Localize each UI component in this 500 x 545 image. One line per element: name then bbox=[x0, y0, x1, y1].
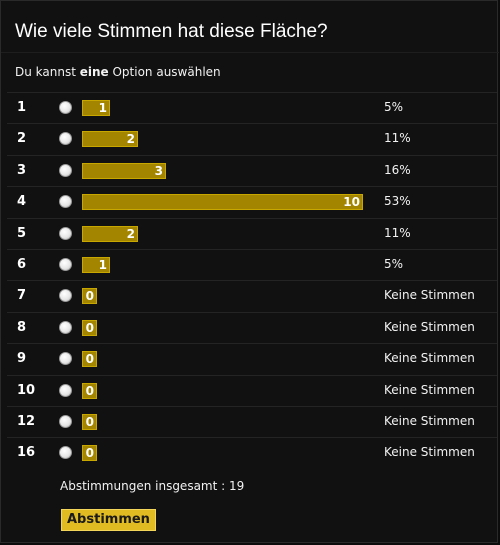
poll-option-row: 12 0 Keine Stimmen bbox=[7, 406, 497, 437]
option-radio[interactable] bbox=[59, 258, 72, 271]
vote-count-label: 0 bbox=[85, 352, 94, 367]
option-label: 2 bbox=[17, 131, 27, 147]
option-result: 5% bbox=[384, 257, 404, 271]
option-result: 53% bbox=[384, 194, 411, 209]
vote-bar bbox=[82, 351, 97, 368]
option-label: 9 bbox=[17, 351, 27, 367]
option-label: 7 bbox=[17, 288, 27, 304]
poll-option-row: 7 0 Keine Stimmen bbox=[7, 280, 497, 311]
option-label: 6 bbox=[17, 257, 27, 272]
vote-submit-button[interactable]: Abstimmen bbox=[61, 509, 156, 531]
vote-count-label: 2 bbox=[126, 226, 135, 241]
vote-bar bbox=[82, 162, 166, 179]
option-result: Keine Stimmen bbox=[384, 382, 475, 397]
vote-bar bbox=[82, 445, 97, 462]
vote-bar bbox=[82, 194, 363, 211]
vote-bar bbox=[82, 382, 97, 399]
option-radio[interactable] bbox=[59, 446, 72, 460]
option-result: Keine Stimmen bbox=[384, 351, 475, 366]
poll-total-votes: Abstimmungen insgesamt : 19 bbox=[60, 479, 245, 493]
option-result: 5% bbox=[384, 100, 404, 114]
vote-count-label: 10 bbox=[343, 195, 360, 210]
poll-option-row: 9 0 Keine Stimmen bbox=[7, 343, 497, 374]
option-label: 16 bbox=[17, 445, 36, 461]
vote-bar bbox=[82, 319, 97, 336]
poll-option-row: 5 2 11% bbox=[7, 217, 497, 249]
vote-bar bbox=[82, 225, 138, 242]
poll-option-row: 8 0 Keine Stimmen bbox=[7, 311, 497, 343]
option-radio[interactable] bbox=[59, 101, 72, 114]
vote-bar bbox=[82, 100, 110, 116]
vote-count-label: 0 bbox=[85, 415, 94, 429]
option-radio[interactable] bbox=[59, 132, 72, 146]
option-result: Keine Stimmen bbox=[384, 414, 475, 428]
option-result: Keine Stimmen bbox=[384, 288, 475, 303]
vote-count-label: 1 bbox=[98, 258, 107, 272]
option-radio[interactable] bbox=[59, 352, 72, 366]
poll-option-row: 16 0 Keine Stimmen bbox=[7, 437, 497, 468]
option-label: 3 bbox=[17, 162, 27, 178]
title-divider bbox=[1, 52, 499, 53]
poll-option-row: 2 2 11% bbox=[7, 123, 497, 154]
vote-count-label: 0 bbox=[85, 446, 94, 461]
poll-title: Wie viele Stimmen hat diese Fläche? bbox=[15, 21, 328, 42]
option-label: 10 bbox=[17, 382, 36, 398]
option-result: 16% bbox=[384, 162, 411, 177]
instruction-prefix: Du kannst bbox=[15, 65, 80, 79]
option-label: 8 bbox=[17, 319, 27, 335]
option-result: Keine Stimmen bbox=[384, 319, 475, 334]
option-label: 12 bbox=[17, 414, 36, 429]
instruction-suffix: Option auswählen bbox=[108, 65, 221, 79]
instruction-bold: eine bbox=[79, 65, 109, 79]
poll-option-row: 4 10 53% bbox=[7, 186, 497, 217]
vote-count-label: 0 bbox=[85, 289, 94, 304]
option-radio[interactable] bbox=[59, 415, 72, 428]
option-radio[interactable] bbox=[59, 383, 72, 397]
option-result: Keine Stimmen bbox=[384, 445, 475, 460]
vote-count-label: 1 bbox=[98, 101, 107, 115]
vote-count-label: 2 bbox=[126, 132, 135, 147]
option-result: 11% bbox=[384, 131, 411, 146]
poll-option-row: 3 3 16% bbox=[7, 154, 497, 186]
option-radio[interactable] bbox=[59, 163, 72, 177]
option-radio[interactable] bbox=[59, 320, 72, 334]
option-result: 11% bbox=[384, 225, 411, 240]
option-radio[interactable] bbox=[59, 289, 72, 303]
option-radio[interactable] bbox=[59, 195, 72, 209]
option-label: 5 bbox=[17, 225, 27, 241]
poll-option-row: 1 1 5% bbox=[7, 92, 497, 123]
poll-option-row: 6 1 5% bbox=[7, 249, 497, 280]
poll-option-row: 10 0 Keine Stimmen bbox=[7, 374, 497, 406]
vote-bar bbox=[82, 131, 138, 148]
vote-count-label: 3 bbox=[154, 163, 163, 178]
vote-count-label: 0 bbox=[85, 383, 94, 398]
option-label: 1 bbox=[17, 100, 27, 115]
poll-instruction: Du kannst eine Option auswählen bbox=[15, 65, 221, 79]
vote-count-label: 0 bbox=[85, 320, 94, 335]
option-radio[interactable] bbox=[59, 226, 72, 240]
option-label: 4 bbox=[17, 194, 27, 210]
vote-bar bbox=[82, 257, 110, 273]
vote-bar bbox=[82, 288, 97, 305]
vote-bar bbox=[82, 414, 97, 430]
